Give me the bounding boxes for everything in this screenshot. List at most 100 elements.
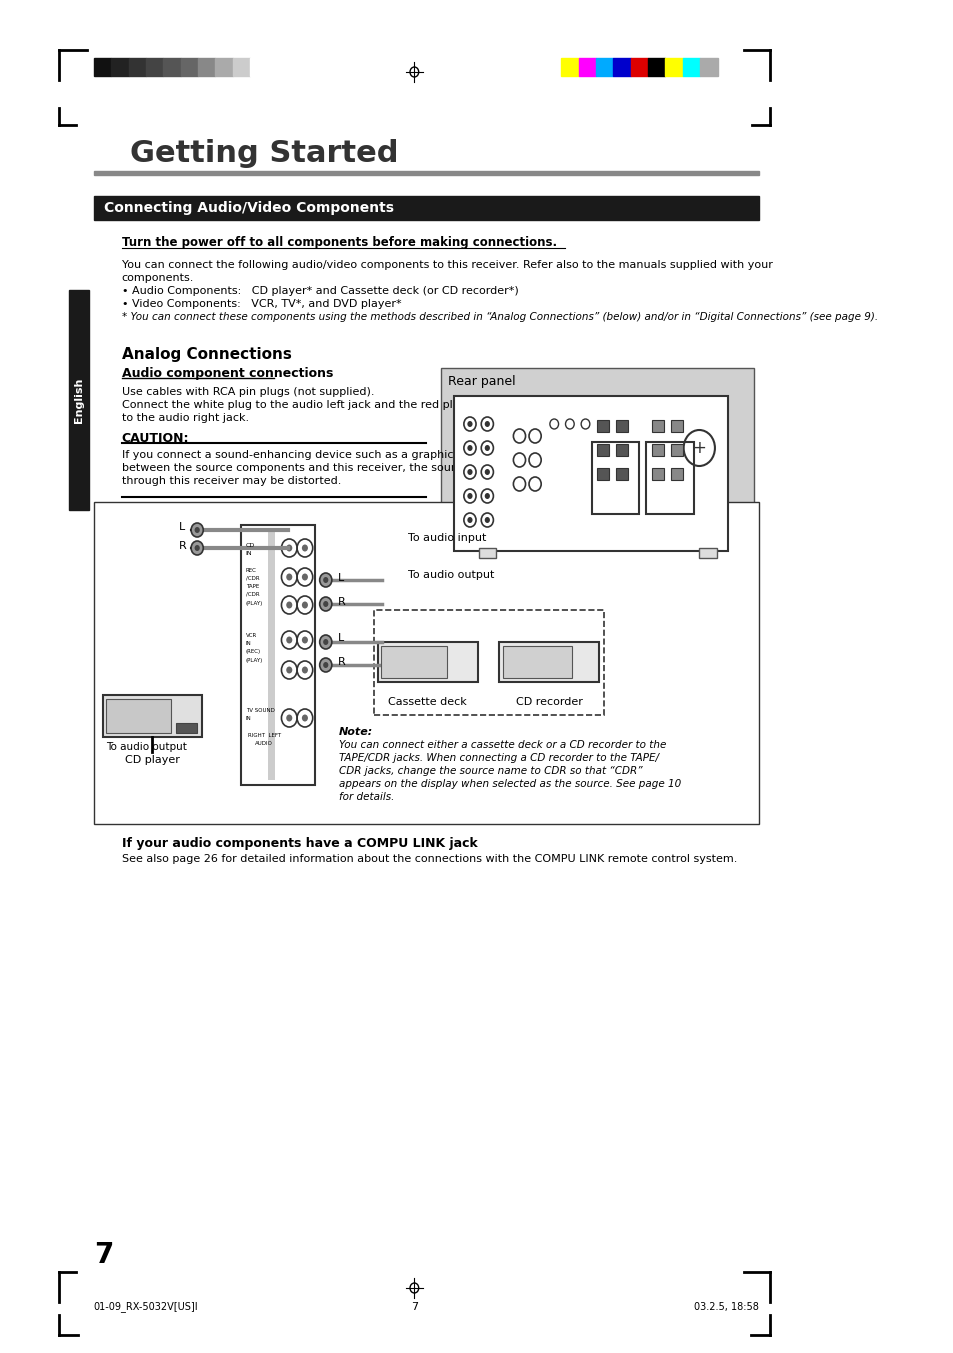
Text: /CDR: /CDR <box>246 591 259 597</box>
Text: AUDIO: AUDIO <box>254 740 273 746</box>
Text: to the audio right jack.: to the audio right jack. <box>121 413 249 423</box>
Bar <box>441 368 753 576</box>
Circle shape <box>484 517 490 524</box>
Text: (PLAY): (PLAY) <box>246 601 263 606</box>
Circle shape <box>319 574 332 587</box>
Bar <box>578 58 596 76</box>
Text: • Video Components:   VCR, TV*, and DVD player*: • Video Components: VCR, TV*, and DVD pl… <box>121 299 401 308</box>
Bar <box>102 695 202 737</box>
Bar <box>267 530 274 779</box>
Text: CD recorder: CD recorder <box>515 697 582 708</box>
Bar <box>454 396 727 551</box>
Circle shape <box>323 662 328 668</box>
Bar <box>129 58 146 76</box>
Circle shape <box>467 517 472 524</box>
Text: Rear panel: Rear panel <box>448 375 516 387</box>
Text: IN: IN <box>246 716 252 721</box>
Text: Audio component connections: Audio component connections <box>121 367 333 379</box>
Bar <box>682 58 700 76</box>
Text: 01-09_RX-5032V[US]I: 01-09_RX-5032V[US]I <box>93 1302 198 1312</box>
Bar <box>651 419 663 432</box>
Bar <box>198 58 215 76</box>
Circle shape <box>323 576 328 583</box>
Text: appears on the display when selected as the source. See page 10: appears on the display when selected as … <box>338 779 680 789</box>
Circle shape <box>467 421 472 428</box>
Circle shape <box>286 714 292 721</box>
Text: 7: 7 <box>93 1241 113 1269</box>
Bar <box>106 700 171 733</box>
Bar <box>670 444 682 456</box>
Text: To audio output: To audio output <box>106 741 187 752</box>
Circle shape <box>467 469 472 475</box>
Text: You can connect the following audio/video components to this receiver. Refer als: You can connect the following audio/vide… <box>121 260 772 271</box>
Bar <box>374 610 603 714</box>
Bar <box>560 58 578 76</box>
Text: Analog Connections: Analog Connections <box>121 346 292 361</box>
Bar <box>596 58 613 76</box>
Text: +: + <box>692 438 705 457</box>
Circle shape <box>319 597 332 612</box>
Bar <box>670 468 682 480</box>
Text: R: R <box>178 541 186 551</box>
Bar <box>613 58 630 76</box>
Circle shape <box>194 545 199 551</box>
Text: You can connect either a cassette deck or a CD recorder to the: You can connect either a cassette deck o… <box>338 740 665 750</box>
Circle shape <box>484 445 490 451</box>
Text: L: L <box>179 522 185 532</box>
Bar <box>93 170 759 175</box>
Bar <box>381 645 446 678</box>
Text: R: R <box>337 658 345 667</box>
Bar <box>651 444 663 456</box>
Bar <box>616 468 627 480</box>
Circle shape <box>286 544 292 552</box>
Text: TAPE/CDR jacks. When connecting a CD recorder to the TAPE/: TAPE/CDR jacks. When connecting a CD rec… <box>338 754 659 763</box>
Text: REC: REC <box>246 567 256 572</box>
Bar <box>651 468 663 480</box>
Circle shape <box>467 445 472 451</box>
Bar <box>112 58 129 76</box>
Bar <box>597 419 608 432</box>
Bar <box>176 723 197 733</box>
Text: for details.: for details. <box>338 792 394 802</box>
Bar <box>597 468 608 480</box>
Text: English: English <box>74 377 84 422</box>
Text: VCR: VCR <box>246 632 256 637</box>
Text: IN: IN <box>246 551 253 556</box>
Text: CAUTION:: CAUTION: <box>121 432 189 445</box>
Text: TAPE: TAPE <box>246 583 259 589</box>
Text: R: R <box>337 597 345 607</box>
Bar <box>146 58 163 76</box>
Text: (PLAY): (PLAY) <box>246 658 263 663</box>
Text: Use cables with RCA pin plugs (not supplied).: Use cables with RCA pin plugs (not suppl… <box>121 387 374 396</box>
Text: /CDR: /CDR <box>246 575 259 580</box>
Text: 03.2.5, 18:58: 03.2.5, 18:58 <box>694 1302 759 1312</box>
Bar <box>478 548 496 557</box>
Bar <box>93 196 759 221</box>
Text: between the source components and this receiver, the sound output: between the source components and this r… <box>121 463 504 474</box>
Text: IN: IN <box>246 640 252 645</box>
Text: L: L <box>337 633 344 643</box>
Bar <box>163 58 180 76</box>
Text: If your audio components have a COMPU LINK jack: If your audio components have a COMPU LI… <box>121 836 476 850</box>
Circle shape <box>301 714 308 721</box>
Bar <box>180 58 198 76</box>
Circle shape <box>191 524 203 537</box>
Circle shape <box>191 541 203 555</box>
Bar <box>630 58 647 76</box>
Bar <box>70 290 89 510</box>
Circle shape <box>323 601 328 607</box>
Text: • Audio Components:   CD player* and Cassette deck (or CD recorder*): • Audio Components: CD player* and Casse… <box>121 285 517 296</box>
Circle shape <box>467 492 472 499</box>
Bar <box>616 444 627 456</box>
Circle shape <box>301 667 308 674</box>
Bar <box>93 502 759 824</box>
Bar <box>647 58 664 76</box>
Bar <box>502 645 572 678</box>
Bar <box>250 58 267 76</box>
Bar <box>645 442 694 514</box>
Circle shape <box>301 544 308 552</box>
Bar <box>215 58 233 76</box>
Circle shape <box>286 602 292 609</box>
Text: Connect the white plug to the audio left jack and the red plug: Connect the white plug to the audio left… <box>121 400 466 410</box>
Text: components.: components. <box>121 273 193 283</box>
